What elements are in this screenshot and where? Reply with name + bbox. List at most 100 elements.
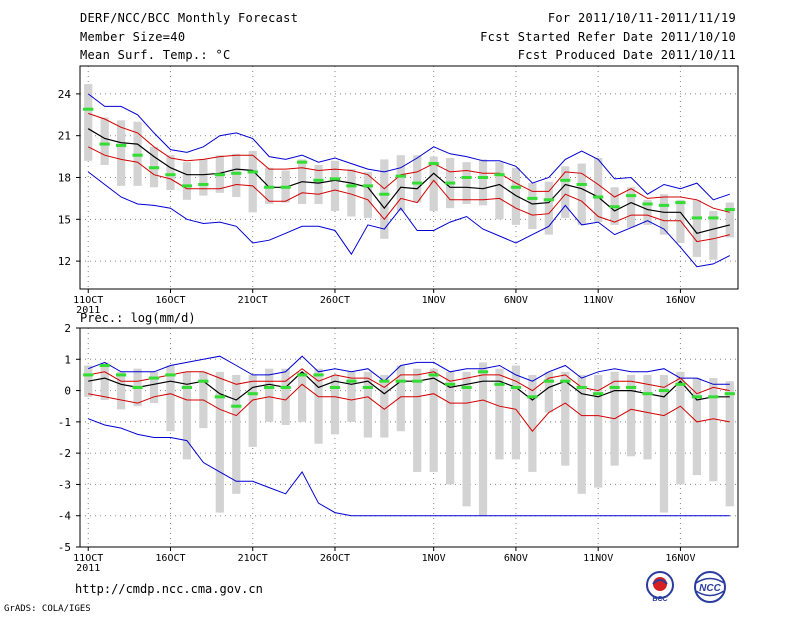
y-tick-label: 1 xyxy=(64,353,71,366)
median-marker xyxy=(280,385,291,389)
median-marker xyxy=(132,385,143,389)
ensemble-box xyxy=(676,371,685,485)
ensemble-box xyxy=(199,159,208,196)
median-marker xyxy=(658,203,670,207)
ensemble-box xyxy=(561,166,570,218)
bcc-logo-icon: BCC xyxy=(646,571,674,603)
plot-frame xyxy=(79,65,739,290)
variable-label: Mean Surf. Temp.: °C xyxy=(80,48,231,62)
ensemble-box xyxy=(100,362,109,400)
ensemble-box xyxy=(396,155,405,211)
ensemble-box xyxy=(182,162,192,200)
forecast-start-date: Fcst Started Refer Date 2011/10/10 xyxy=(480,30,736,44)
median-marker xyxy=(165,173,176,177)
member-size-label: Member Size=40 xyxy=(80,30,186,44)
ensemble-box xyxy=(594,374,603,488)
y-tick-label: -1 xyxy=(58,416,71,429)
ensemble-box xyxy=(380,159,389,239)
median-marker xyxy=(379,379,390,383)
median-marker xyxy=(83,107,94,111)
grads-credit: GrADS: COLA/IGES xyxy=(4,604,91,614)
median-marker xyxy=(609,385,620,389)
x-tick-label: 11OCT xyxy=(73,553,103,564)
ensemble-box xyxy=(429,368,438,472)
median-marker xyxy=(560,178,571,182)
ensemble-box xyxy=(232,374,241,494)
median-marker xyxy=(198,182,209,186)
median-marker xyxy=(296,160,308,164)
median-marker xyxy=(560,379,571,383)
y-tick-label: 12 xyxy=(58,255,71,268)
ensemble-box xyxy=(709,210,718,260)
x-tick-label: 21OCT xyxy=(238,553,268,564)
median-marker xyxy=(510,185,522,189)
source-url[interactable]: http://cmdp.ncc.cma.gov.cn xyxy=(75,582,263,596)
ensemble-box xyxy=(100,117,109,165)
median-marker xyxy=(99,364,110,368)
x-tick-sublabel: 2011 xyxy=(76,563,100,574)
median-marker xyxy=(691,216,702,220)
median-marker xyxy=(708,216,719,220)
ensemble-box xyxy=(182,371,192,460)
ensemble-box xyxy=(363,371,372,438)
panel-title: Prec.: log(mm/d) xyxy=(80,311,196,325)
median-marker xyxy=(510,385,522,389)
y-tick-label: 24 xyxy=(58,88,72,101)
median-marker xyxy=(214,395,225,399)
ensemble-box xyxy=(281,368,290,425)
ensemble-box xyxy=(725,202,734,238)
x-tick-label: 11NOV xyxy=(583,295,613,306)
ensemble-box xyxy=(446,371,455,485)
median-marker xyxy=(428,373,439,377)
median-marker xyxy=(445,382,456,386)
median-marker xyxy=(362,184,373,188)
ensemble-mean-line xyxy=(87,128,730,234)
svg-text:NCC: NCC xyxy=(699,583,721,594)
y-tick-label: -5 xyxy=(58,541,71,554)
median-marker xyxy=(609,205,620,209)
ensemble-box xyxy=(314,164,323,204)
x-tick-label: 16NOV xyxy=(665,295,695,306)
x-tick-label: 1NOV xyxy=(422,295,446,306)
ensemble-box xyxy=(692,199,701,257)
x-tick-label: 1NOV xyxy=(422,553,446,564)
ensemble-box xyxy=(511,365,521,460)
y-tick-label: -2 xyxy=(58,447,71,460)
median-marker xyxy=(445,181,456,185)
median-marker xyxy=(296,373,308,377)
ensemble-box xyxy=(577,374,586,494)
x-tick-label: 26OCT xyxy=(320,295,350,306)
ensemble-box xyxy=(413,368,422,472)
svg-text:BCC: BCC xyxy=(652,596,667,603)
plus-spread-line xyxy=(88,368,730,395)
median-marker xyxy=(412,181,423,185)
ensemble-box xyxy=(544,371,553,413)
median-marker xyxy=(658,389,670,393)
ensemble-box xyxy=(429,156,438,211)
median-marker xyxy=(708,395,719,399)
ensemble-box xyxy=(659,374,669,513)
median-marker xyxy=(576,182,587,186)
ensemble-box xyxy=(314,368,323,444)
x-tick-label: 26OCT xyxy=(320,553,350,564)
ensemble-box xyxy=(330,374,340,435)
min-envelope-line xyxy=(88,418,730,517)
ensemble-box xyxy=(265,368,274,422)
median-marker xyxy=(461,176,472,179)
median-marker xyxy=(116,143,127,147)
median-marker xyxy=(724,392,735,396)
median-marker xyxy=(313,178,324,182)
x-tick-label: 16OCT xyxy=(155,295,185,306)
x-tick-label: 6NOV xyxy=(504,295,528,306)
ensemble-box xyxy=(347,169,356,217)
median-marker xyxy=(593,392,604,396)
ensemble-box xyxy=(577,163,586,225)
ensemble-box xyxy=(692,378,701,476)
ensemble-box xyxy=(297,371,307,422)
median-marker xyxy=(148,166,160,170)
median-marker xyxy=(148,376,160,380)
ensemble-mean-line xyxy=(88,370,730,401)
